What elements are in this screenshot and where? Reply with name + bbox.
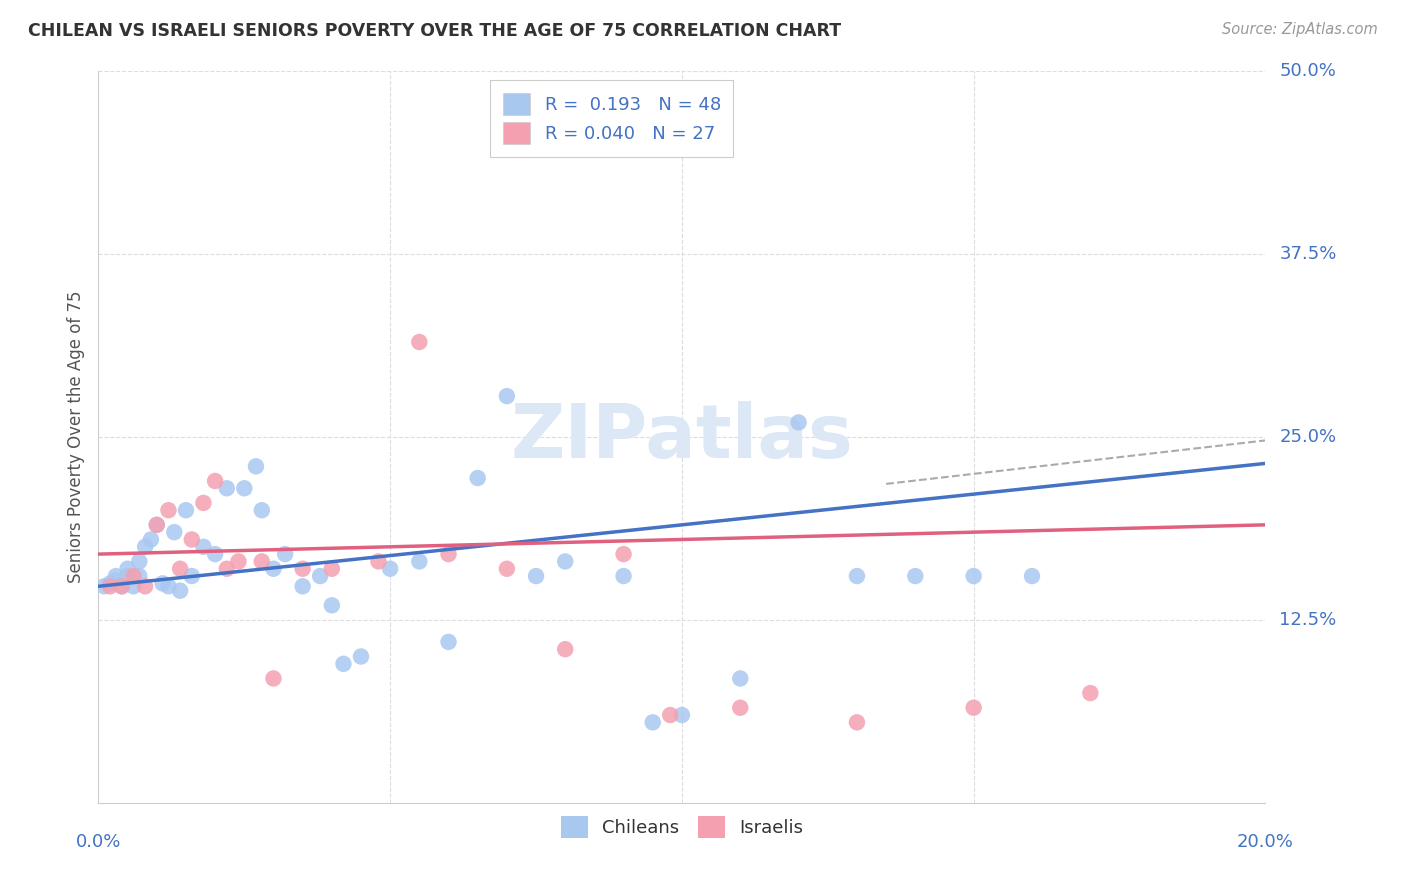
- Point: [496, 389, 519, 403]
- Point: [1080, 686, 1102, 700]
- Point: [332, 657, 354, 671]
- Point: [274, 547, 297, 561]
- Point: [104, 574, 127, 588]
- Point: [169, 583, 191, 598]
- Point: [730, 672, 752, 686]
- Text: CHILEAN VS ISRAELI SENIORS POVERTY OVER THE AGE OF 75 CORRELATION CHART: CHILEAN VS ISRAELI SENIORS POVERTY OVER …: [28, 22, 841, 40]
- Point: [367, 554, 389, 568]
- Point: [467, 471, 489, 485]
- Text: 0.0%: 0.0%: [76, 833, 121, 851]
- Point: [157, 503, 180, 517]
- Text: 50.0%: 50.0%: [1279, 62, 1336, 80]
- Text: 25.0%: 25.0%: [1279, 428, 1337, 446]
- Point: [321, 599, 343, 613]
- Text: 12.5%: 12.5%: [1279, 611, 1337, 629]
- Point: [134, 540, 156, 554]
- Point: [215, 562, 238, 576]
- Text: ZIPatlas: ZIPatlas: [510, 401, 853, 474]
- Point: [262, 672, 284, 686]
- Point: [111, 579, 134, 593]
- Point: [787, 416, 810, 430]
- Point: [612, 547, 634, 561]
- Point: [846, 569, 869, 583]
- Point: [146, 517, 169, 532]
- Point: [117, 562, 139, 576]
- Point: [233, 481, 256, 495]
- Point: [117, 569, 139, 583]
- Point: [134, 579, 156, 593]
- Point: [98, 576, 121, 591]
- Point: [122, 579, 145, 593]
- Point: [350, 649, 373, 664]
- Point: [554, 554, 576, 568]
- Point: [962, 700, 984, 714]
- Point: [122, 569, 145, 583]
- Point: [437, 635, 460, 649]
- Point: [904, 569, 927, 583]
- Point: [380, 562, 402, 576]
- Point: [262, 562, 284, 576]
- Point: [250, 554, 273, 568]
- Point: [245, 459, 267, 474]
- Point: [139, 533, 162, 547]
- Point: [846, 715, 869, 730]
- Text: Source: ZipAtlas.com: Source: ZipAtlas.com: [1222, 22, 1378, 37]
- Point: [193, 540, 215, 554]
- Point: [1021, 569, 1043, 583]
- Point: [641, 715, 664, 730]
- Point: [169, 562, 191, 576]
- Point: [228, 554, 250, 568]
- Point: [174, 503, 197, 517]
- Point: [180, 533, 202, 547]
- Point: [215, 481, 238, 495]
- Point: [437, 547, 460, 561]
- Point: [93, 579, 115, 593]
- Point: [321, 562, 343, 576]
- Point: [671, 708, 693, 723]
- Point: [408, 554, 430, 568]
- Point: [309, 569, 332, 583]
- Point: [98, 579, 121, 593]
- Point: [659, 708, 682, 723]
- Point: [193, 496, 215, 510]
- Point: [104, 569, 127, 583]
- Point: [204, 547, 226, 561]
- Point: [163, 525, 186, 540]
- Point: [180, 569, 202, 583]
- Point: [612, 569, 634, 583]
- Point: [157, 579, 180, 593]
- Point: [408, 334, 430, 349]
- Point: [730, 700, 752, 714]
- Point: [204, 474, 226, 488]
- Point: [250, 503, 273, 517]
- Point: [524, 569, 547, 583]
- Text: 37.5%: 37.5%: [1279, 245, 1337, 263]
- Y-axis label: Seniors Poverty Over the Age of 75: Seniors Poverty Over the Age of 75: [66, 291, 84, 583]
- Point: [111, 579, 134, 593]
- Point: [128, 569, 150, 583]
- Point: [146, 517, 169, 532]
- Point: [291, 579, 314, 593]
- Point: [152, 576, 174, 591]
- Point: [962, 569, 984, 583]
- Text: 20.0%: 20.0%: [1237, 833, 1294, 851]
- Point: [496, 562, 519, 576]
- Point: [291, 562, 314, 576]
- Point: [554, 642, 576, 657]
- Legend: Chileans, Israelis: Chileans, Israelis: [554, 808, 810, 845]
- Point: [128, 554, 150, 568]
